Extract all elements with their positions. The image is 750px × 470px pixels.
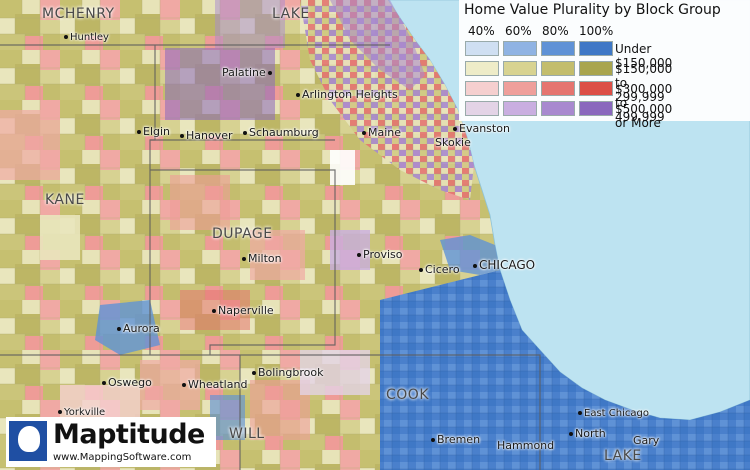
city-dot-icon [137,130,141,134]
logo-name: Maptitude [53,419,205,450]
county-label-mchenry: MCHENRY [42,6,115,22]
logo-url: www.MappingSoftware.com [53,452,192,463]
city-dot-icon [64,35,68,39]
city-label-elgin: Elgin [137,126,170,137]
city-dot-icon [212,309,216,313]
legend-swatch [503,61,537,76]
legend-swatch [541,41,575,56]
city-dot-icon [180,134,184,138]
city-dot-icon [243,131,247,135]
city-label-arlington-heights: Arlington Heights [296,89,398,100]
city-label-naperville: Naperville [212,305,274,316]
city-label-wheatland: Wheatland [182,379,247,390]
legend-label: $150,000 to 299,999 [615,62,673,104]
city-dot-icon [453,127,457,131]
city-label-bremen: Bremen [431,434,480,445]
city-dot-icon [569,432,573,436]
city-label-north: North [569,428,606,439]
city-dot-icon [182,383,186,387]
city-label-hanover: Hanover [180,130,233,141]
city-label-evanston: Evanston [453,123,510,134]
legend-swatch [579,101,613,116]
legend-swatch [541,81,575,96]
legend-swatch [579,81,613,96]
legend-percent-header: 80% [542,24,569,38]
city-dot-icon [242,257,246,261]
city-dot-icon [419,268,423,272]
maptitude-logo[interactable]: Maptitude www.MappingSoftware.com [6,417,216,467]
city-label-chicago: CHICAGO [473,259,535,271]
county-label-dupage: DUPAGE [212,226,273,242]
city-label-bolingbrook: Bolingbrook [252,367,323,378]
legend-percent-header: 100% [579,24,614,38]
legend-label: $500,000 or More [615,102,673,130]
city-label-maine: Maine [362,127,401,138]
city-dot-icon [362,131,366,135]
city-dot-icon [431,438,435,442]
city-label-proviso: Proviso [357,249,402,260]
legend-swatch [541,61,575,76]
legend-swatch [503,101,537,116]
legend-swatch [579,61,613,76]
map-legend: Home Value Plurality by Block Group 40% 6… [459,0,750,130]
legend-title: Home Value Plurality by Block Group [464,2,721,18]
city-label-oswego: Oswego [102,377,152,388]
city-label-schaumburg: Schaumburg [243,127,319,138]
city-dot-icon [357,253,361,257]
city-label-cicero: Cicero [419,264,460,275]
legend-swatch [465,81,499,96]
legend-swatch [541,101,575,116]
county-label-will: WILL [229,426,265,442]
city-dot-icon [296,93,300,97]
legend-swatch [465,101,499,116]
legend-swatch [503,41,537,56]
city-dot-icon [252,371,256,375]
city-label-gary: Gary [633,434,660,447]
city-dot-icon [102,381,106,385]
legend-percent-header: 40% [468,24,495,38]
city-label-hammond: Hammond [497,439,555,452]
city-label-milton: Milton [242,253,282,264]
county-label-lake-il: LAKE [272,6,310,22]
county-label-kane: KANE [45,192,85,208]
city-label-palatine: Palatine [222,67,274,78]
city-label-east-chicago: East Chicago [578,409,649,419]
legend-swatch [465,61,499,76]
legend-percent-header: 60% [505,24,532,38]
city-dot-icon [267,71,272,75]
city-label-aurora: Aurora [117,323,160,334]
legend-percent-headers: 40% 60% 80% 100% [468,24,616,38]
county-label-cook: COOK [386,387,429,403]
city-dot-icon [58,410,62,414]
globe-head-icon [9,421,47,461]
legend-swatch [579,41,613,56]
legend-label: $300,000 to 499,999 [615,82,673,124]
county-label-lake-in: LAKE [604,448,642,464]
city-label-huntley: Huntley [64,33,109,43]
city-dot-icon [117,327,121,331]
city-label-yorkville: Yorkville [58,408,105,418]
city-label-skokie: Skokie [435,136,471,149]
city-dot-icon [578,411,582,415]
legend-swatch [465,41,499,56]
city-dot-icon [473,263,477,268]
legend-label: Under $150,000 [615,42,673,70]
legend-swatch [503,81,537,96]
